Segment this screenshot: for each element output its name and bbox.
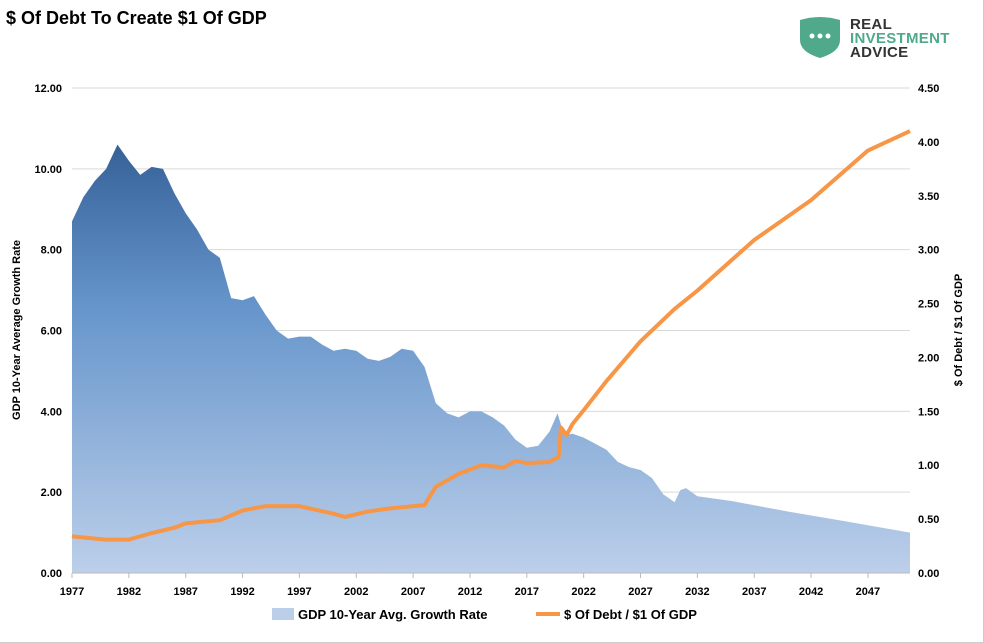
x-tick-label: 1997 <box>287 586 311 598</box>
y-tick-label: 12.00 <box>34 83 62 95</box>
chart-title: $ Of Debt To Create $1 Of GDP <box>6 8 267 28</box>
x-tick-label: 2042 <box>799 586 823 598</box>
y2-tick-label: 2.50 <box>918 299 939 311</box>
y2-tick-label: 1.00 <box>918 460 939 472</box>
y2-axis-label: $ Of Debt / $1 Of GDP <box>953 274 965 386</box>
y-tick-label: 2.00 <box>41 487 62 499</box>
logo-text: ADVICE <box>850 44 909 61</box>
x-tick-label: 1987 <box>173 586 197 598</box>
legend-swatch-area <box>272 608 294 620</box>
x-tick-label: 2022 <box>571 586 595 598</box>
legend-label: GDP 10-Year Avg. Growth Rate <box>298 607 488 622</box>
y2-tick-label: 4.50 <box>918 83 939 95</box>
growth-rate-area <box>72 144 910 574</box>
logo-text: REAL <box>850 16 893 33</box>
shield-logo-icon <box>800 17 840 58</box>
y2-tick-label: 4.00 <box>918 137 939 149</box>
x-tick-label: 2047 <box>856 586 880 598</box>
y2-tick-label: 1.50 <box>918 406 939 418</box>
x-tick-label: 2037 <box>742 586 766 598</box>
x-tick-label: 2007 <box>401 586 425 598</box>
y-tick-label: 0.00 <box>41 568 62 580</box>
y-tick-label: 10.00 <box>34 164 62 176</box>
y2-tick-label: 3.00 <box>918 245 939 257</box>
y2-tick-label: 0.00 <box>918 568 939 580</box>
y-tick-label: 4.00 <box>41 406 62 418</box>
y-tick-label: 8.00 <box>41 245 62 257</box>
x-tick-label: 1992 <box>230 586 254 598</box>
x-tick-label: 1982 <box>117 586 141 598</box>
y2-tick-label: 0.50 <box>918 514 939 526</box>
x-tick-label: 2032 <box>685 586 709 598</box>
y-axis-label: GDP 10-Year Average Growth Rate <box>11 240 23 420</box>
logo-text: INVESTMENT <box>850 30 950 47</box>
x-tick-label: 2027 <box>628 586 652 598</box>
x-tick-label: 2017 <box>515 586 539 598</box>
y2-tick-label: 2.00 <box>918 352 939 364</box>
y-tick-label: 6.00 <box>41 326 62 338</box>
debt-per-gdp-line <box>71 129 911 542</box>
legend-label: $ Of Debt / $1 Of GDP <box>564 607 697 622</box>
x-tick-label: 2012 <box>458 586 482 598</box>
x-tick-label: 1977 <box>60 586 84 598</box>
logo: REAL INVESTMENT ADVICE <box>798 16 949 63</box>
y2-tick-label: 3.50 <box>918 191 939 203</box>
x-tick-label: 2002 <box>344 586 368 598</box>
